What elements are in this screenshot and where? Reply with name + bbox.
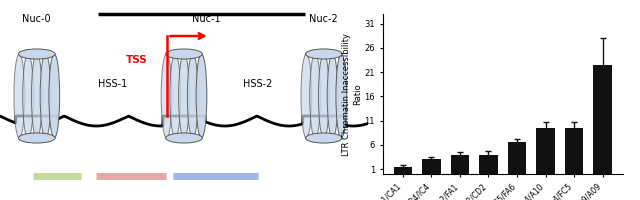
Y-axis label: LTR Chromatin Inaccessibility
Ratio: LTR Chromatin Inaccessibility Ratio [342, 32, 362, 156]
Text: Nuc-2: Nuc-2 [310, 14, 338, 24]
Ellipse shape [319, 54, 329, 138]
Text: Nuc-0: Nuc-0 [22, 14, 51, 24]
Ellipse shape [188, 54, 198, 138]
Ellipse shape [305, 133, 342, 143]
Bar [422, 159, 441, 174]
Ellipse shape [310, 54, 321, 138]
Bar [536, 128, 555, 174]
Ellipse shape [170, 54, 180, 138]
Bar [508, 142, 526, 174]
Ellipse shape [179, 54, 189, 138]
Bar [564, 128, 583, 174]
Bar [394, 167, 412, 174]
Ellipse shape [19, 133, 55, 143]
Bar [451, 155, 469, 174]
Ellipse shape [166, 133, 202, 143]
Text: TSS: TSS [125, 55, 147, 65]
Bar [593, 65, 612, 174]
Ellipse shape [336, 54, 347, 138]
Ellipse shape [196, 54, 207, 138]
Ellipse shape [327, 54, 338, 138]
Text: HSS-2: HSS-2 [243, 79, 272, 89]
Bar [479, 155, 498, 174]
Ellipse shape [31, 54, 42, 138]
Ellipse shape [19, 49, 55, 59]
Ellipse shape [14, 54, 25, 138]
Text: HSS-1: HSS-1 [98, 79, 127, 89]
Ellipse shape [305, 49, 342, 59]
Ellipse shape [161, 54, 172, 138]
Ellipse shape [40, 54, 51, 138]
Ellipse shape [166, 49, 202, 59]
Ellipse shape [49, 54, 60, 138]
Text: Nuc-1: Nuc-1 [192, 14, 220, 24]
Ellipse shape [22, 54, 33, 138]
Ellipse shape [301, 54, 312, 138]
